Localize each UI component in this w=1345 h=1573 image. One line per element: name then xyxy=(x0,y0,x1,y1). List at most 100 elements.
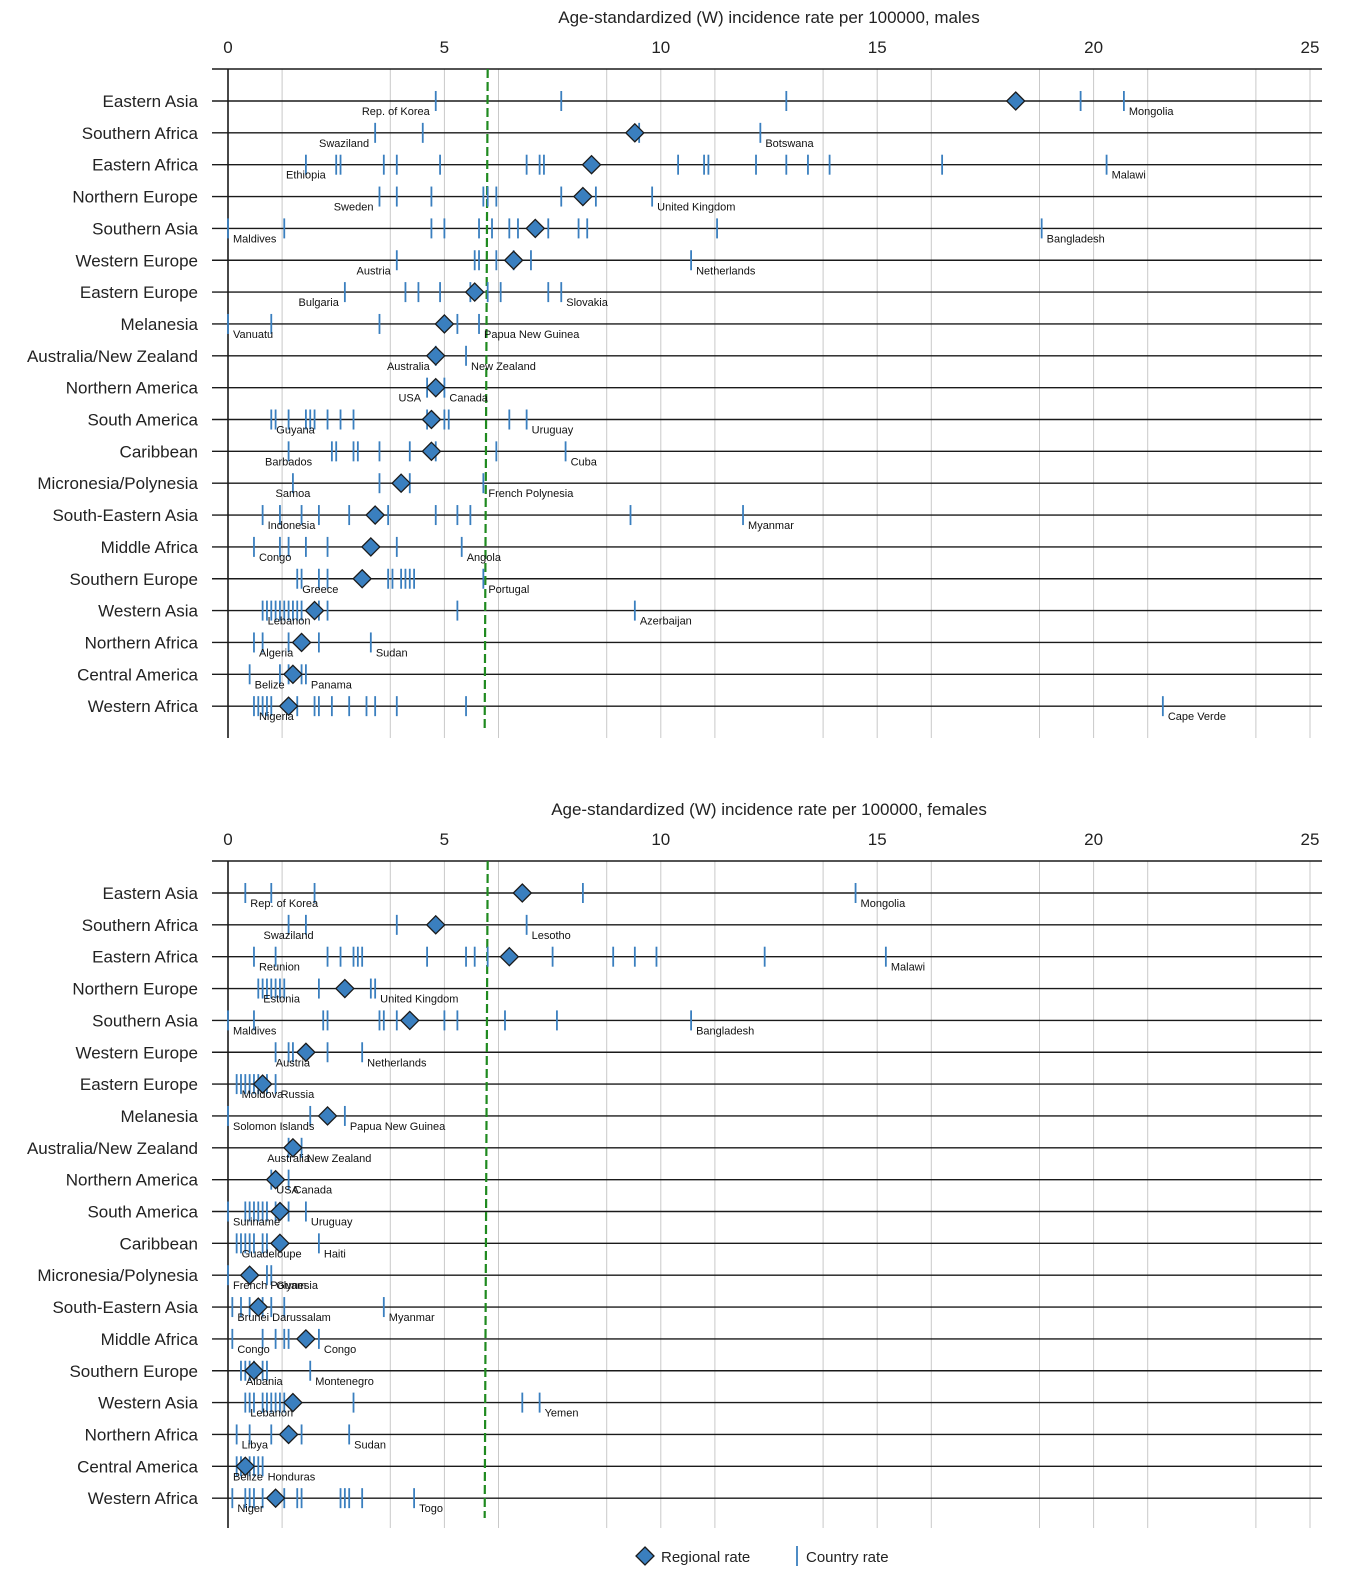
country-label: Barbados xyxy=(265,456,313,468)
regional-rate-marker xyxy=(434,314,455,334)
country-label: Papua New Guinea xyxy=(350,1121,446,1133)
regional-rate-marker xyxy=(334,978,355,999)
country-label: Yemen xyxy=(545,1408,579,1420)
regional-rate-marker xyxy=(464,282,485,303)
regional-rate-marker xyxy=(270,1233,290,1254)
country-label: Guam xyxy=(276,1280,306,1292)
region-label: Eastern Africa xyxy=(92,948,198,967)
country-label: Papua New Guinea xyxy=(484,329,580,341)
region-label: Northern Europe xyxy=(72,980,198,999)
country-label: Swaziland xyxy=(319,138,369,150)
country-label: Malawi xyxy=(1112,170,1146,182)
x-tick-label: 5 xyxy=(440,38,449,57)
country-label: Suriname xyxy=(233,1217,280,1229)
country-label: USA xyxy=(398,393,421,405)
region-label: Caribbean xyxy=(120,442,198,461)
country-label: Congo xyxy=(237,1344,269,1356)
country-label: Netherlands xyxy=(696,265,756,277)
region-label: Northern Africa xyxy=(85,1425,199,1444)
regional-rate-marker xyxy=(624,122,645,143)
country-label: New Zealand xyxy=(471,361,536,373)
regional-rate-marker xyxy=(365,505,386,525)
country-label: Austria xyxy=(357,265,392,277)
region-label: Melanesia xyxy=(121,1107,199,1126)
country-label: Azerbaijan xyxy=(640,616,692,628)
regional-rate-marker xyxy=(421,441,442,462)
regional-rate-marker xyxy=(295,1328,316,1349)
regional-rate-marker xyxy=(283,1392,303,1413)
country-label: Portugal xyxy=(488,584,529,596)
region-label: Eastern Asia xyxy=(103,884,199,903)
regional-rate-marker xyxy=(425,914,446,935)
country-label: United Kingdom xyxy=(657,202,735,214)
region-label: Australia/New Zealand xyxy=(27,347,198,366)
country-label: Lebanon xyxy=(250,1408,293,1420)
region-label: Eastern Africa xyxy=(92,156,198,175)
regional-rate-marker xyxy=(265,1169,286,1190)
regional-rate-marker xyxy=(317,1106,338,1126)
regional-rate-marker xyxy=(278,1424,299,1445)
country-label: Solomon Islands xyxy=(233,1121,315,1133)
region-label: Northern Africa xyxy=(85,633,199,652)
reference-line xyxy=(483,860,489,1519)
x-tick-label: 15 xyxy=(868,830,887,849)
region-label: Western Asia xyxy=(98,1394,198,1413)
country-label: Myanmar xyxy=(748,520,794,532)
country-label: French Polynesia xyxy=(488,488,574,500)
country-label: Mongolia xyxy=(861,898,907,910)
country-label: Vanuatu xyxy=(233,329,273,341)
country-label: Uruguay xyxy=(311,1217,353,1229)
reference-line xyxy=(483,68,489,729)
country-label: Algeria xyxy=(259,647,294,659)
x-tick-label: 25 xyxy=(1301,38,1320,57)
regional-rate-marker xyxy=(399,1010,420,1031)
country-label: USA xyxy=(276,1185,299,1197)
country-label: Congo xyxy=(259,552,291,564)
region-label: Southern Asia xyxy=(92,219,198,238)
region-label: Eastern Asia xyxy=(103,92,199,111)
country-label: Austria xyxy=(276,1057,311,1069)
legend-regional-label: Regional rate xyxy=(661,1549,750,1566)
country-label: Russia xyxy=(281,1089,316,1101)
regional-rate-marker xyxy=(244,1360,264,1381)
country-label: Cape Verde xyxy=(1168,711,1226,723)
country-label: Bangladesh xyxy=(696,1025,754,1037)
country-label: Cuba xyxy=(571,456,598,468)
country-label: Swaziland xyxy=(264,930,314,942)
country-label: Sudan xyxy=(354,1439,386,1451)
regional-rate-marker xyxy=(295,1042,316,1063)
country-label: Myanmar xyxy=(389,1312,435,1324)
region-label: Southern Europe xyxy=(69,570,198,589)
region-label: Middle Africa xyxy=(101,1330,199,1349)
region-label: Western Europe xyxy=(75,1043,198,1062)
country-label: Mongolia xyxy=(1129,106,1175,118)
regional-rate-marker xyxy=(525,218,546,239)
country-label: Netherlands xyxy=(367,1057,427,1069)
regional-rate-marker xyxy=(421,409,442,430)
x-tick-label: 25 xyxy=(1301,830,1320,849)
region-label: Central America xyxy=(77,665,198,684)
region-label: Southern Africa xyxy=(82,124,199,143)
country-label: Togo xyxy=(419,1503,443,1515)
country-label: Niger xyxy=(237,1503,264,1515)
country-label: Slovakia xyxy=(566,297,608,309)
region-label: Western Asia xyxy=(98,602,198,621)
x-tick-label: 10 xyxy=(651,38,670,57)
x-tick-label: 0 xyxy=(223,38,232,57)
region-label: Northern America xyxy=(66,1171,199,1190)
country-label: Botswana xyxy=(765,138,814,150)
country-label: Uruguay xyxy=(532,425,574,437)
regional-rate-marker xyxy=(503,250,524,271)
region-label: South-Eastern Asia xyxy=(52,506,198,525)
x-tick-label: 0 xyxy=(223,830,232,849)
regional-rate-marker xyxy=(265,1488,286,1509)
country-label: Sweden xyxy=(334,202,374,214)
region-label: Southern Asia xyxy=(92,1011,198,1030)
regional-rate-marker xyxy=(391,473,412,494)
regional-rate-marker xyxy=(352,568,373,589)
country-label: Reunion xyxy=(259,962,300,974)
country-label: Malawi xyxy=(891,962,925,974)
country-label: Sudan xyxy=(376,647,408,659)
country-label: French Polynesia xyxy=(233,1280,319,1292)
x-tick-label: 20 xyxy=(1084,38,1103,57)
